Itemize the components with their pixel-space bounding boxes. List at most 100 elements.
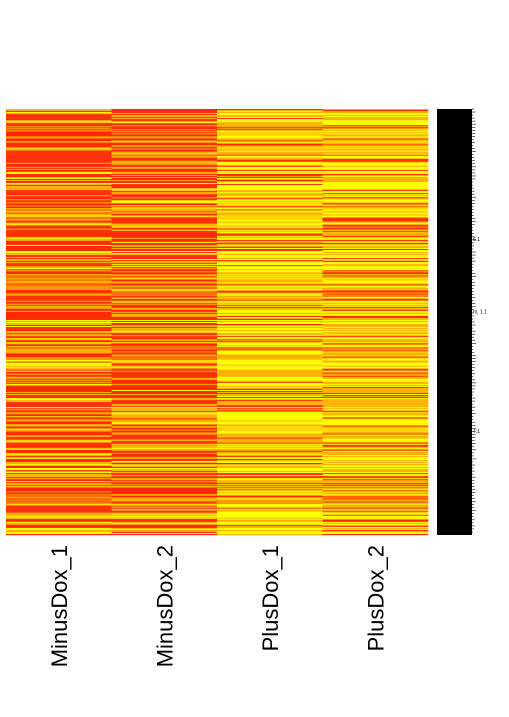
heatmap-cell [217,420,323,422]
heatmap-cell [322,257,429,259]
heatmap-cell [111,458,218,461]
heatmap-cell [6,281,112,283]
heatmap-cell [111,343,218,345]
heatmap-cell [217,496,323,498]
heatmap-cell [217,506,323,508]
heatmap-cell [217,196,323,198]
heatmap-cell [217,457,323,460]
heatmap-cell [6,309,112,312]
heatmap-cell [111,167,218,170]
heatmap-cell [111,248,218,251]
heatmap-cell [217,301,323,303]
heatmap-cell [111,377,218,380]
heatmap-cell [322,246,429,249]
heatmap-cell [111,208,218,210]
heatmap-cell [6,365,112,367]
heatmap-cell [322,531,429,534]
heatmap-cell [6,268,112,270]
heatmap-cell [322,461,429,464]
heatmap-cell [6,149,112,151]
heatmap-cell [217,507,323,509]
heatmap-cell [322,311,429,314]
heatmap-cell [6,267,112,269]
heatmap-cell [111,359,218,361]
heatmap-cell [322,150,429,152]
column-label: MinusDox_1 [47,545,72,667]
column-label: PlusDox_2 [363,545,388,651]
heatmap-cell [111,286,218,288]
heatmap-cell [322,192,429,194]
heatmap-cell [111,336,218,338]
heatmap-cell [322,253,429,255]
heatmap-cell [111,140,218,142]
heatmap-cell [217,394,323,396]
heatmap-cell [6,293,112,295]
heatmap-cell [111,421,218,423]
heatmap-cell [322,211,429,213]
heatmap-cell [217,134,323,136]
heatmap-cell [6,480,112,482]
heatmap-cell [6,273,112,275]
heatmap-cell [6,373,112,375]
heatmap-cell [111,331,218,333]
heatmap-cell [217,328,323,330]
heatmap-cell [217,275,323,277]
heatmap-cell [322,313,429,316]
heatmap-cell [322,183,429,185]
heatmap-cell [322,350,429,352]
heatmap-cell [322,356,429,358]
heatmap-cell [322,338,429,340]
heatmap-cell [217,437,323,439]
heatmap-cell [322,170,429,173]
heatmap-cell [111,334,218,336]
heatmap-cell [322,430,429,432]
heatmap-cell [322,164,429,167]
heatmap-cell [217,525,323,528]
heatmap-cell [322,382,429,385]
heatmap-cell [322,138,429,140]
heatmap-cell [111,228,218,230]
heatmap-cell [6,411,112,413]
heatmap-cell [217,488,323,490]
heatmap-cell [111,119,218,121]
heatmap-cell [217,223,323,225]
row-label: 6.1 [473,237,480,243]
heatmap-cell [6,386,112,389]
heatmap-cell [6,240,112,243]
heatmap-cell [322,186,429,188]
heatmap-cell [322,234,429,236]
heatmap-cell [111,155,218,157]
heatmap-cell [322,326,429,328]
heatmap-cell [322,205,429,207]
heatmap-cell [6,188,112,190]
heatmap-cell [217,220,323,222]
heatmap-cell [6,354,112,356]
heatmap-cell [217,461,323,464]
heatmap-cell [6,278,112,280]
heatmap-cell [111,218,218,220]
heatmap-cell [111,262,218,264]
heatmap-cell [111,276,218,278]
heatmap-cell [217,410,323,412]
heatmap-cell [217,349,323,351]
heatmap-cell [111,531,218,534]
heatmap-cell [6,507,112,509]
heatmap-cell [6,457,112,460]
heatmap-cell [6,346,112,348]
heatmap-cell [322,519,429,522]
heatmap-cell [6,516,112,518]
heatmap-cell [322,112,429,114]
heatmap-cell [111,418,218,420]
heatmap-cell [217,456,323,459]
heatmap-cell [217,361,323,363]
heatmap-cell [6,522,112,525]
heatmap-cell [6,421,112,423]
heatmap-cell [111,150,218,152]
heatmap-cell [6,230,112,232]
heatmap-cell [322,342,429,344]
heatmap-cell [6,128,112,130]
heatmap-cell [217,499,323,501]
heatmap-cell [111,478,218,480]
heatmap-cell [217,526,323,529]
heatmap-cell [111,448,218,451]
